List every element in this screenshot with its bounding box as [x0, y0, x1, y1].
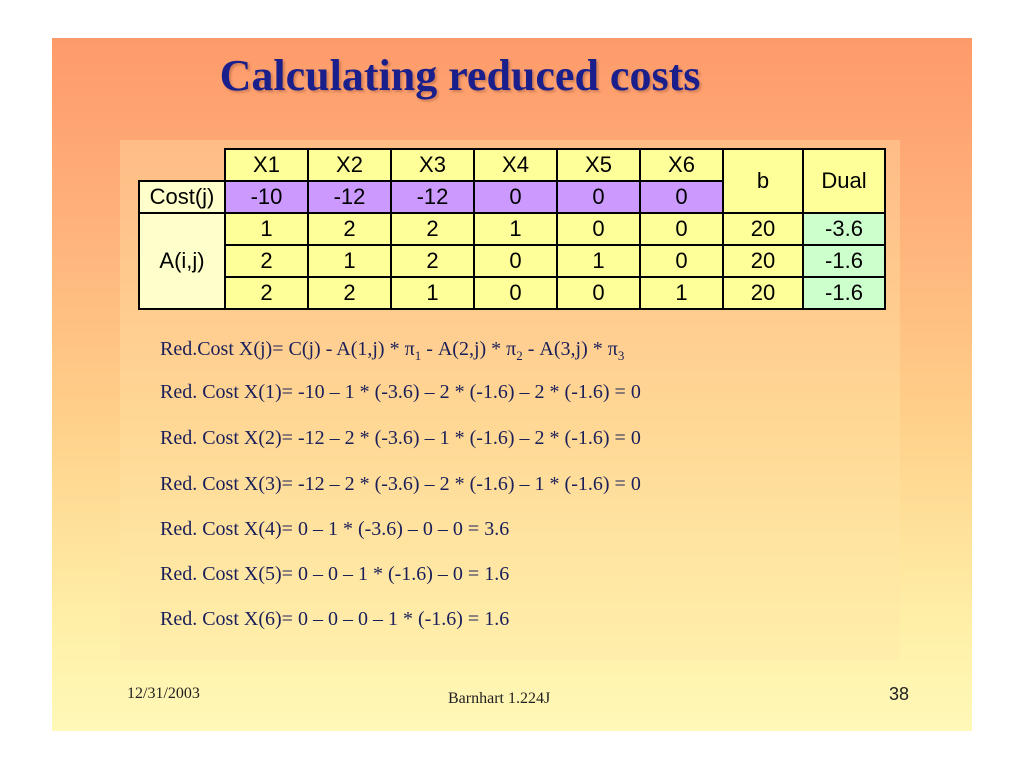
- formula-part: Red.Cost X(j)= C(j) - A(1,j) * π: [160, 338, 415, 360]
- a-cell: 2: [224, 244, 309, 278]
- a-row-2: 2 1 2 0 1 0 20 -1.6: [139, 244, 886, 278]
- dual-cell: -3.6: [802, 212, 886, 246]
- reduced-cost-line: Red. Cost X(6)= 0 – 0 – 0 – 1 * (-1.6) =…: [160, 608, 510, 630]
- lp-data-table: X1 X2 X3 X4 X5 X6 b Dual Cost(j) -10 -12…: [138, 148, 886, 310]
- col-header-x6: X6: [639, 148, 724, 182]
- a-cell: 2: [224, 276, 309, 310]
- reduced-cost-line: Red. Cost X(4)= 0 – 1 * (-3.6) – 0 – 0 =…: [160, 518, 510, 540]
- pi-subscript: 1: [414, 348, 422, 363]
- b-cell: 20: [722, 244, 804, 278]
- cost-cell: -12: [307, 180, 392, 214]
- a-cell: 1: [473, 212, 558, 246]
- slide-title: Calculating reduced costs: [219, 51, 701, 100]
- a-cell: 2: [307, 276, 392, 310]
- reduced-cost-line: Red. Cost X(2)= -12 – 2 * (-3.6) – 1 * (…: [160, 427, 641, 449]
- formula-part: - A(3,j) * π: [522, 338, 618, 360]
- reduced-cost-line: Red. Cost X(1)= -10 – 1 * (-3.6) – 2 * (…: [160, 381, 641, 403]
- cost-cell: 0: [473, 180, 558, 214]
- a-cell: 2: [390, 212, 475, 246]
- cost-cell: 0: [556, 180, 641, 214]
- col-header-x2: X2: [307, 148, 392, 182]
- a-cell: 0: [556, 276, 641, 310]
- a-label: A(i,j): [138, 212, 226, 310]
- col-header-x4: X4: [473, 148, 558, 182]
- page-number: 38: [889, 684, 910, 704]
- a-cell: 0: [473, 244, 558, 278]
- a-cell: 2: [307, 212, 392, 246]
- dual-cell: -1.6: [802, 244, 886, 278]
- cost-cell: -10: [224, 180, 309, 214]
- a-cell: 0: [473, 276, 558, 310]
- col-header-x5: X5: [556, 148, 641, 182]
- a-cell: 0: [639, 212, 724, 246]
- b-cell: 20: [722, 276, 804, 310]
- a-cell: 1: [390, 276, 475, 310]
- a-row-1: A(i,j) 1 2 2 1 0 0 20 -3.6: [138, 212, 886, 310]
- cost-cell: -12: [390, 180, 475, 214]
- general-formula: Red.Cost X(j)= C(j) - A(1,j) * π1 - A(2,…: [160, 338, 624, 364]
- pi-subscript: 3: [617, 348, 625, 363]
- b-cell: 20: [722, 212, 804, 246]
- col-header-x3: X3: [390, 148, 475, 182]
- a-cell: 0: [556, 212, 641, 246]
- cost-label: Cost(j): [138, 180, 226, 214]
- a-cell: 1: [639, 276, 724, 310]
- cost-cell: 0: [639, 180, 724, 214]
- cost-row: Cost(j) -10 -12 -12 0 0 0: [138, 180, 885, 214]
- corner-cell: [139, 149, 225, 181]
- col-header-b: b: [722, 148, 804, 214]
- a-cell: 1: [224, 212, 309, 246]
- formula-part: - A(2,j) * π: [421, 338, 517, 360]
- a-cell: 2: [390, 244, 475, 278]
- a-cell: 0: [639, 244, 724, 278]
- reduced-cost-line: Red. Cost X(5)= 0 – 0 – 1 * (-1.6) – 0 =…: [160, 563, 510, 585]
- dual-cell: -1.6: [802, 276, 886, 310]
- a-cell: 1: [307, 244, 392, 278]
- footer-date: 12/31/2003: [127, 685, 200, 702]
- a-cell: 1: [556, 244, 641, 278]
- a-row-3: 2 2 1 0 0 1 20 -1.6: [139, 276, 886, 310]
- reduced-cost-line: Red. Cost X(3)= -12 – 2 * (-3.6) – 2 * (…: [160, 473, 641, 495]
- pi-subscript: 2: [516, 348, 523, 363]
- footer-author: Barnhart 1.224J: [448, 690, 551, 707]
- header-row: X1 X2 X3 X4 X5 X6 b Dual: [139, 148, 886, 214]
- col-header-x1: X1: [224, 148, 309, 182]
- col-header-dual: Dual: [802, 148, 886, 214]
